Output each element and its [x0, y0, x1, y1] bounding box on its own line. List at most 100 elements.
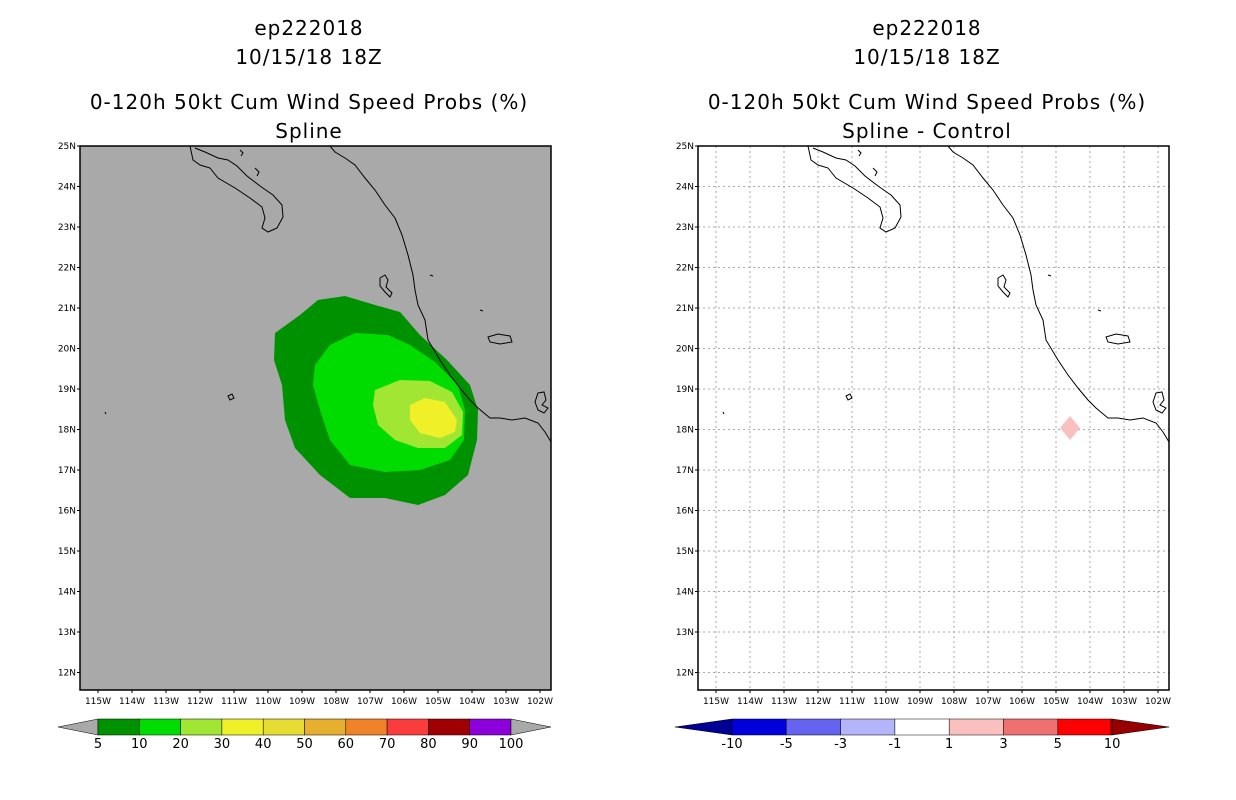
lat-label: 17N: [676, 466, 694, 476]
lon-label: 111W: [221, 697, 247, 707]
lon-label: 103W: [493, 697, 519, 707]
colorbar-swatch: [304, 718, 347, 736]
lat-label: 20N: [676, 345, 694, 355]
lat-label: 24N: [676, 183, 694, 193]
left-datetime: 10/15/18 18Z: [235, 45, 383, 69]
lon-label: 110W: [873, 697, 899, 707]
lon-label: 110W: [255, 697, 281, 707]
colorbar-swatch: [386, 718, 429, 736]
lon-label: 114W: [119, 697, 145, 707]
left-subtitle: Spline: [275, 119, 343, 143]
left-colorbar: 5 10 20 30 40 50 60 70 80 90 100: [57, 718, 552, 752]
lon-label: 105W: [425, 697, 451, 707]
colorbar-label: 40: [255, 737, 272, 752]
lat-label: 15N: [58, 547, 76, 557]
colorbar-swatch: [97, 718, 140, 736]
right-map-frame: [697, 145, 1170, 691]
lon-label: 104W: [1077, 697, 1103, 707]
colorbar-high-arrow: [510, 718, 552, 736]
colorbar-label: 5: [1054, 737, 1062, 752]
right-product-title: 0-120h 50kt Cum Wind Speed Probs (%): [707, 90, 1147, 114]
lat-label: 19N: [58, 385, 76, 395]
colorbar-swatch: [139, 718, 181, 736]
lat-label: 22N: [676, 264, 694, 274]
lat-label: 18N: [58, 426, 76, 436]
colorbar-label: 50: [296, 737, 313, 752]
left-probability-map: 25N 24N 23N 22N 21N 20N 19N 18N 17N 16N 15N 14N 13N 1…: [57, 142, 553, 752]
lon-label: 109W: [289, 697, 315, 707]
right-map-background: [698, 146, 1169, 690]
colorbar-label: 80: [420, 737, 437, 752]
lat-label: 21N: [58, 304, 76, 314]
right-datetime: 10/15/18 18Z: [853, 45, 1001, 69]
colorbar-high-arrow: [1111, 718, 1170, 736]
lat-label: 13N: [58, 628, 76, 638]
colorbar-swatch: [428, 718, 470, 736]
colorbar-label: 90: [461, 737, 478, 752]
prob-contour-30: [410, 398, 457, 438]
colorbar-label: 70: [379, 737, 396, 752]
lat-label: 23N: [676, 223, 694, 233]
colorbar-label: -10: [721, 737, 742, 752]
colorbar-swatch: [180, 718, 223, 736]
right-difference-map: 25N 24N 23N 22N 21N 20N 19N 18N 17N 16N 15N 14N 13N 1…: [674, 142, 1171, 752]
colorbar-swatch: [1057, 718, 1113, 736]
left-map-frame: [79, 145, 552, 691]
lat-label: 22N: [58, 264, 76, 274]
lat-label: 24N: [58, 183, 76, 193]
lat-label: 14N: [676, 588, 694, 598]
colorbar-swatch: [786, 718, 841, 736]
colorbar-label: 60: [338, 737, 355, 752]
lon-label: 115W: [703, 697, 729, 707]
colorbar-label: 1: [945, 737, 953, 752]
left-storm-id: ep222018: [254, 16, 364, 40]
colorbar-swatch: [894, 718, 950, 736]
lon-label: 103W: [1111, 697, 1137, 707]
lon-label: 108W: [323, 697, 349, 707]
colorbar-label: 10: [131, 737, 148, 752]
lon-label: 104W: [459, 697, 485, 707]
colorbar-swatch: [948, 718, 1004, 736]
lat-label: 20N: [58, 345, 76, 355]
right-colorbar: -10 -5 -3 -1 1 3 5 10: [674, 718, 1170, 752]
colorbar-label: 20: [172, 737, 189, 752]
colorbar-label: 5: [94, 737, 102, 752]
lon-label: 102W: [1145, 697, 1171, 707]
lat-label: 13N: [676, 628, 694, 638]
right-subtitle: Spline - Control: [842, 119, 1012, 143]
lon-label: 112W: [805, 697, 831, 707]
colorbar-label: 3: [999, 737, 1007, 752]
lon-label: 107W: [357, 697, 383, 707]
lat-label: 14N: [58, 588, 76, 598]
left-axis-labels: 25N 24N 23N 22N 21N 20N 19N 18N 17N 16N 15N 14N 13N 1…: [58, 142, 553, 707]
lat-label: 15N: [676, 547, 694, 557]
lon-label: 108W: [941, 697, 967, 707]
lon-label: 114W: [737, 697, 763, 707]
right-coastline: [722, 145, 1170, 443]
lat-label: 17N: [58, 466, 76, 476]
lon-label: 107W: [975, 697, 1001, 707]
colorbar-label: 100: [499, 737, 524, 752]
colorbar-swatch: [262, 718, 305, 736]
lat-label: 12N: [676, 669, 694, 679]
lon-label: 102W: [527, 697, 553, 707]
colorbar-edge: [1110, 719, 1113, 735]
right-storm-id: ep222018: [872, 16, 982, 40]
colorbar-swatch: [345, 718, 388, 736]
colorbar-swatch: [469, 718, 512, 736]
lat-label: 16N: [676, 507, 694, 517]
lat-label: 12N: [58, 669, 76, 679]
lat-label: 23N: [58, 223, 76, 233]
colorbar-swatch: [840, 718, 896, 736]
lon-label: 105W: [1043, 697, 1069, 707]
lon-label: 113W: [153, 697, 179, 707]
lat-label: 19N: [676, 385, 694, 395]
right-axis-labels: 25N 24N 23N 22N 21N 20N 19N 18N 17N 16N 15N 14N 13N 1…: [676, 142, 1171, 707]
colorbar-label: 30: [214, 737, 231, 752]
lon-label: 113W: [771, 697, 797, 707]
left-coastline: [104, 145, 552, 443]
colorbar-label: -1: [888, 737, 901, 752]
lon-label: 109W: [907, 697, 933, 707]
colorbar-label: 10: [1104, 737, 1121, 752]
colorbar-label: -3: [834, 737, 847, 752]
